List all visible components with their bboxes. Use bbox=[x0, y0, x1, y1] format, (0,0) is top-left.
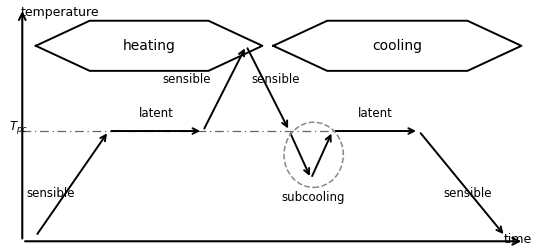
Text: latent: latent bbox=[138, 107, 173, 120]
Text: temperature: temperature bbox=[21, 6, 100, 19]
Text: sensible: sensible bbox=[27, 187, 75, 200]
Text: cooling: cooling bbox=[372, 39, 423, 53]
Text: time: time bbox=[504, 233, 532, 246]
Text: sensible: sensible bbox=[443, 187, 492, 200]
Text: subcooling: subcooling bbox=[282, 191, 345, 204]
Text: $T_{pc}$: $T_{pc}$ bbox=[9, 119, 28, 136]
Text: sensible: sensible bbox=[163, 73, 211, 86]
Text: latent: latent bbox=[358, 107, 393, 120]
Text: sensible: sensible bbox=[252, 73, 300, 86]
Text: heating: heating bbox=[123, 39, 175, 53]
